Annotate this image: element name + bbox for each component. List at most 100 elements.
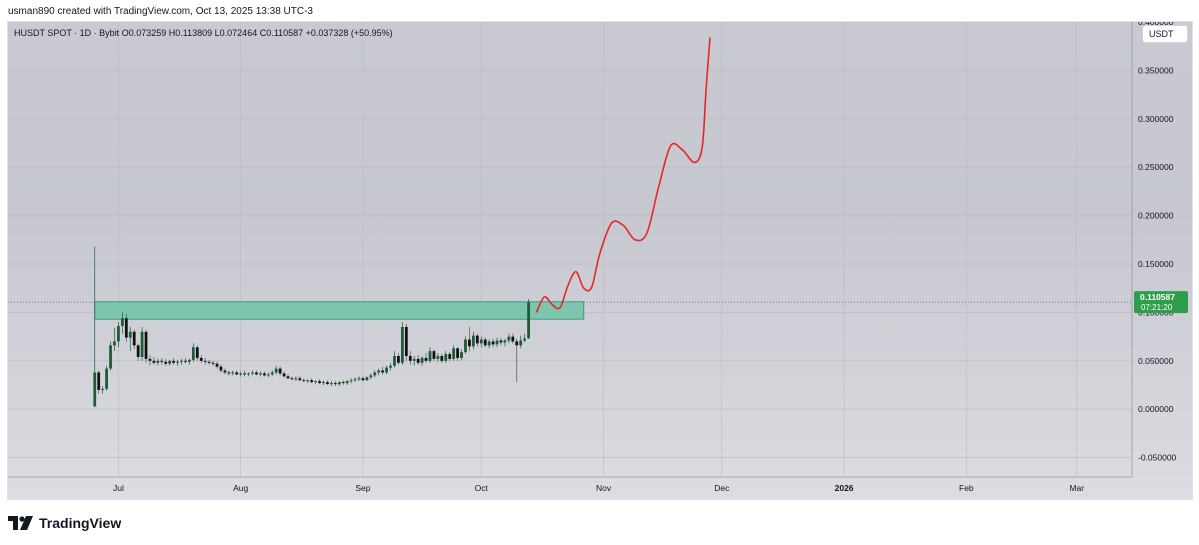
x-tick-label: Mar (1069, 483, 1084, 493)
candle-body (369, 375, 373, 378)
candle-body (511, 336, 515, 342)
candle-body (199, 357, 203, 361)
candle-body (389, 365, 392, 368)
candle-body (448, 354, 452, 359)
candle-body (357, 378, 361, 380)
candle-body (527, 302, 530, 339)
candle-body (262, 373, 266, 376)
candle-body (176, 361, 179, 363)
candle-body (235, 372, 239, 375)
candle-body (239, 373, 243, 375)
candle-body (404, 326, 408, 356)
candle-body (377, 370, 381, 373)
candle-body (452, 348, 456, 359)
candle-body (203, 360, 207, 362)
candle-body (468, 339, 471, 347)
candle-body (432, 351, 436, 359)
candle-body (460, 352, 463, 358)
candle-body (266, 374, 270, 376)
candle-body (322, 382, 325, 384)
candle-body (160, 360, 164, 362)
candle-body (491, 341, 495, 345)
candle-body (503, 340, 507, 343)
candle-body (401, 326, 404, 363)
candle-body (223, 370, 227, 373)
candle-body (286, 376, 290, 379)
x-tick-label: Feb (959, 483, 974, 493)
y-tick-label: 0.350000 (1138, 65, 1174, 75)
candle-body (219, 366, 223, 371)
candle-body (416, 358, 420, 363)
y-tick-label: 0.050000 (1138, 356, 1174, 366)
candle-body (397, 355, 400, 363)
current-price-label (1134, 291, 1188, 314)
currency-button[interactable]: USDT (1142, 25, 1188, 43)
x-tick-label: 2026 (835, 483, 854, 493)
creator-header: usman890 created with TradingView.com, O… (8, 6, 313, 17)
candle-body (306, 380, 310, 382)
y-tick-label: -0.050000 (1138, 453, 1177, 463)
candle-body (144, 331, 148, 359)
ohlc-legend: HUSDT SPOT · 1D · Bybit O0.073259 H0.113… (14, 28, 393, 38)
candle-body (191, 347, 195, 360)
chart-panel[interactable]: -0.0500000.0000000.0500000.1000000.15000… (7, 21, 1193, 500)
candle-body (341, 382, 345, 384)
candle-body (499, 340, 503, 343)
candle-body (211, 362, 215, 364)
candle-body (475, 335, 479, 344)
candle-body (290, 378, 294, 380)
candle-body (215, 363, 219, 367)
candle-body (361, 378, 365, 381)
candle-body (515, 341, 519, 346)
footer-brand: TradingView (39, 515, 122, 531)
legend-low: L0.072464 (214, 28, 258, 38)
candle-body (136, 345, 140, 357)
price-chart[interactable]: -0.0500000.0000000.0500000.1000000.15000… (8, 22, 1192, 499)
candle-body (101, 388, 105, 390)
candle-body (330, 383, 333, 385)
candle-body (298, 378, 302, 381)
candle-body (172, 360, 176, 363)
candle-body (471, 335, 475, 347)
candle-body (318, 381, 321, 384)
candle-body (393, 355, 396, 366)
candle-body (444, 354, 448, 361)
candle-body (231, 372, 235, 374)
y-tick-label: 0.000000 (1138, 404, 1174, 414)
candle-body (97, 372, 101, 390)
candle-body (412, 358, 416, 361)
candle-body (408, 355, 412, 361)
current-price-value: 0.110587 (1140, 292, 1175, 302)
candle-body (326, 382, 329, 385)
candle-body (333, 383, 337, 385)
candle-body (381, 370, 385, 373)
candle-body (105, 368, 108, 389)
candle-body (255, 372, 258, 375)
legend-open: O0.073259 (121, 28, 167, 38)
candle-body (259, 373, 262, 375)
y-tick-label: 0.150000 (1138, 259, 1174, 269)
candle-body (156, 360, 160, 363)
candle-body (274, 368, 278, 373)
x-tick-label: Aug (233, 483, 248, 493)
candle-body (523, 338, 527, 341)
legend-change: +0.037328 (+50.95%) (305, 28, 393, 38)
legend-close: C0.110587 (259, 28, 304, 38)
x-tick-label: Sep (355, 483, 370, 493)
y-tick-label: 0.300000 (1138, 114, 1174, 124)
candle-body (479, 339, 483, 344)
candle-body (207, 361, 211, 363)
candle-body (487, 341, 491, 346)
candle-body (140, 331, 144, 357)
candle-body (164, 361, 168, 364)
candle-body (349, 380, 353, 382)
y-tick-label: 0.400000 (1138, 22, 1174, 27)
x-tick-label: Nov (596, 483, 612, 493)
candle-body (109, 345, 112, 369)
tradingview-logo-icon (8, 516, 33, 530)
candle-body (184, 360, 187, 362)
projection-path (535, 37, 711, 313)
candle-body (188, 359, 191, 362)
x-tick-label: Oct (475, 483, 489, 493)
candle-body (483, 339, 487, 346)
